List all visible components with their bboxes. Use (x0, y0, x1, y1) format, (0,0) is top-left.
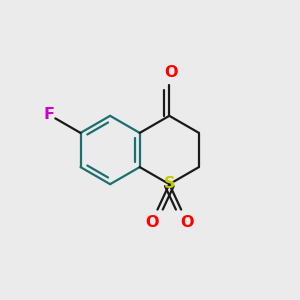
Text: S: S (164, 176, 176, 191)
Text: O: O (180, 215, 194, 230)
Text: F: F (44, 107, 55, 122)
Text: O: O (145, 215, 158, 230)
Text: O: O (164, 65, 177, 80)
